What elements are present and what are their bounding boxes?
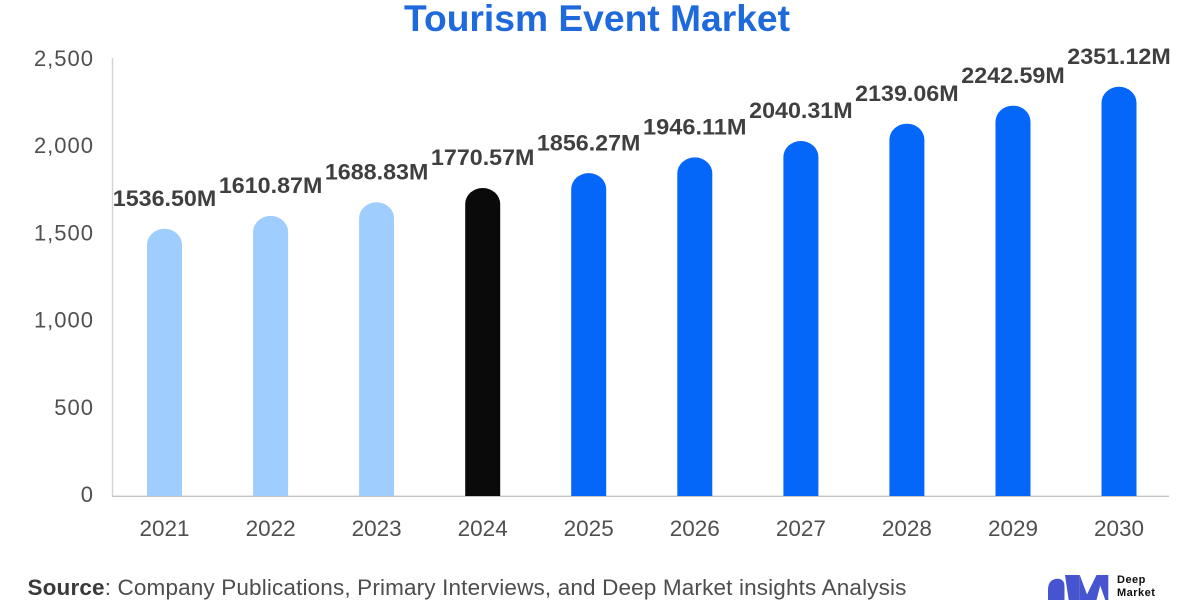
svg-text:2,500: 2,500 xyxy=(34,46,94,71)
svg-text:2351.12M: 2351.12M xyxy=(1067,44,1171,69)
svg-text:1610.87M: 1610.87M xyxy=(219,173,323,198)
svg-text:2021: 2021 xyxy=(139,516,189,541)
svg-text:2,000: 2,000 xyxy=(34,133,94,158)
svg-text:2024: 2024 xyxy=(458,516,508,541)
svg-text:1,500: 1,500 xyxy=(34,220,94,245)
svg-text:Deep: Deep xyxy=(1117,574,1146,586)
svg-text:2030: 2030 xyxy=(1094,516,1144,541)
svg-text:Market: Market xyxy=(1117,587,1155,599)
svg-text:2040.31M: 2040.31M xyxy=(749,98,853,123)
svg-text:1946.11M: 1946.11M xyxy=(643,115,747,140)
svg-text:1856.27M: 1856.27M xyxy=(537,130,641,155)
svg-text:1688.83M: 1688.83M xyxy=(325,160,429,185)
svg-text:2242.59M: 2242.59M xyxy=(961,63,1065,88)
svg-text:0: 0 xyxy=(81,482,94,507)
svg-text:2028: 2028 xyxy=(882,516,932,541)
svg-text:1,000: 1,000 xyxy=(34,308,94,333)
svg-text:2027: 2027 xyxy=(776,516,826,541)
svg-text:1536.50M: 1536.50M xyxy=(113,186,217,211)
svg-text:2026: 2026 xyxy=(670,516,720,541)
svg-text:2023: 2023 xyxy=(352,516,402,541)
svg-text:1770.57M: 1770.57M xyxy=(431,145,535,170)
svg-text:2029: 2029 xyxy=(988,516,1038,541)
svg-text:Source: Company Publications,: Source: Company Publications, Primary In… xyxy=(28,575,907,600)
svg-text:2022: 2022 xyxy=(246,516,296,541)
svg-text:Tourism Event Market: Tourism Event Market xyxy=(404,0,790,39)
svg-text:500: 500 xyxy=(54,395,94,420)
svg-text:2025: 2025 xyxy=(564,516,614,541)
svg-text:2139.06M: 2139.06M xyxy=(855,81,959,106)
